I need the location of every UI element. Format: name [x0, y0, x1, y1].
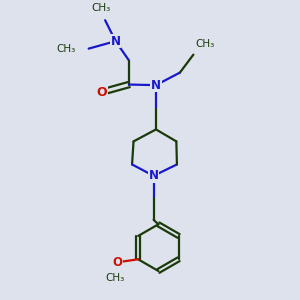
- Text: CH₃: CH₃: [91, 3, 110, 13]
- Text: O: O: [97, 85, 107, 98]
- Text: CH₃: CH₃: [195, 39, 214, 49]
- Text: CH₃: CH₃: [105, 273, 124, 283]
- Text: N: N: [111, 35, 121, 48]
- Text: CH₃: CH₃: [56, 44, 75, 54]
- Text: N: N: [148, 169, 159, 182]
- Text: N: N: [151, 79, 161, 92]
- Text: O: O: [112, 256, 122, 269]
